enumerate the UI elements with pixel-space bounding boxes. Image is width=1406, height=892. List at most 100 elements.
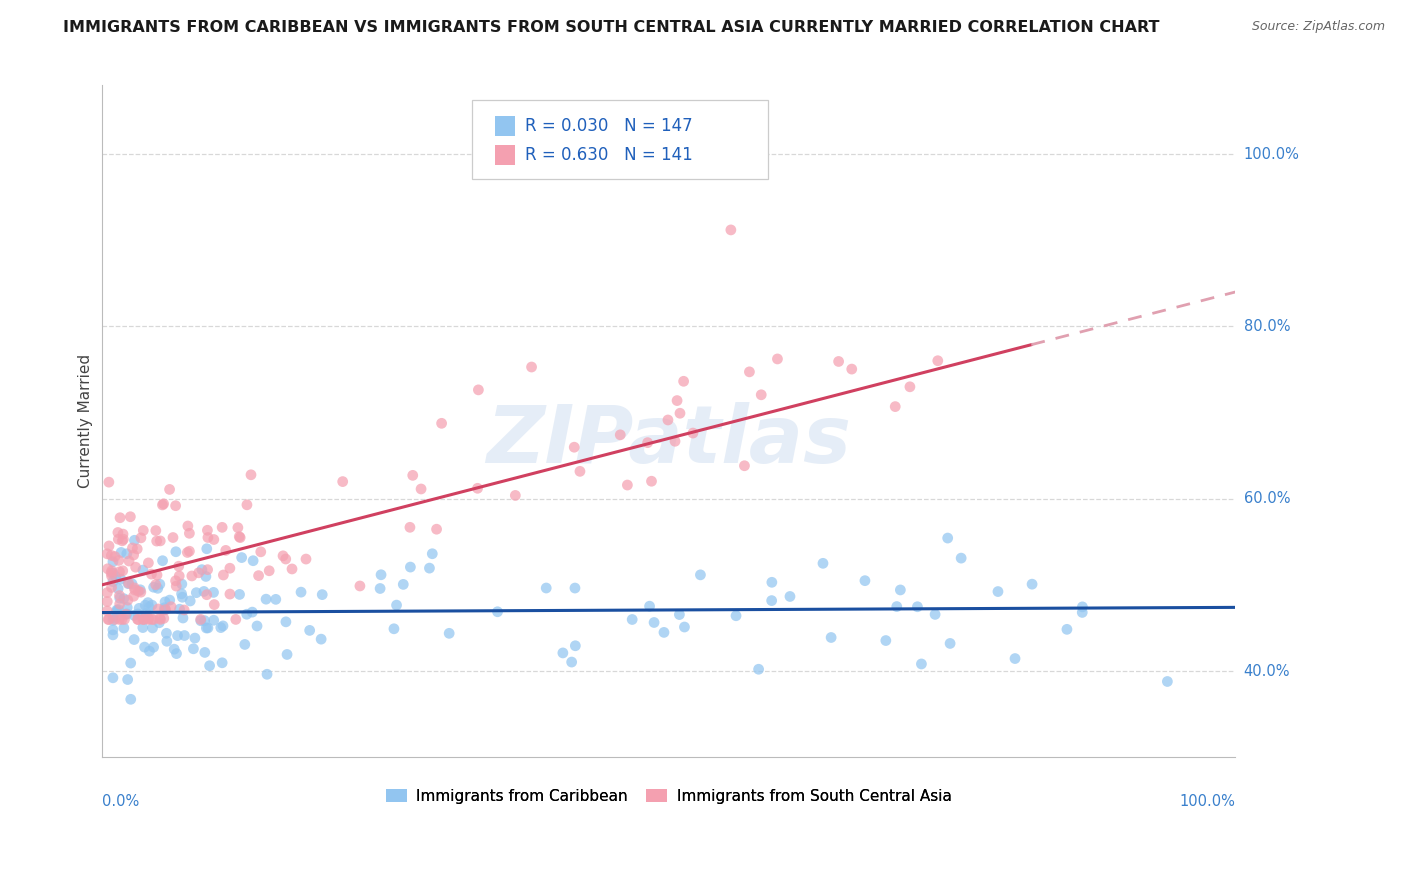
Point: [236, 498, 259, 512]
Point: [724, 608, 747, 623]
Point: [256, 667, 278, 681]
Point: [249, 545, 271, 559]
Point: [160, 599, 183, 614]
Point: [664, 434, 686, 449]
Text: 0.0%: 0.0%: [101, 794, 139, 809]
Point: [167, 569, 190, 583]
Point: [187, 566, 209, 580]
Point: [122, 632, 145, 647]
Point: [231, 550, 253, 565]
Point: [240, 605, 263, 619]
Point: [668, 607, 690, 622]
Point: [738, 365, 761, 379]
Point: [875, 633, 897, 648]
Point: [889, 582, 911, 597]
Point: [228, 530, 250, 544]
Point: [149, 533, 172, 548]
Point: [235, 607, 257, 622]
Point: [138, 612, 160, 626]
Point: [96, 604, 118, 618]
Point: [486, 605, 509, 619]
Point: [173, 628, 195, 642]
Point: [886, 599, 908, 614]
Legend: Immigrants from Caribbean, Immigrants from South Central Asia: Immigrants from Caribbean, Immigrants fr…: [380, 783, 957, 810]
Point: [153, 603, 176, 617]
Point: [987, 584, 1010, 599]
Point: [242, 554, 264, 568]
Point: [107, 582, 129, 596]
Point: [107, 553, 129, 567]
Text: 40.0%: 40.0%: [1244, 664, 1291, 679]
Point: [129, 585, 152, 599]
Point: [520, 359, 543, 374]
Point: [392, 577, 415, 591]
Point: [194, 569, 217, 583]
Point: [153, 600, 176, 615]
Point: [122, 608, 145, 623]
Point: [332, 475, 354, 489]
Point: [1156, 674, 1178, 689]
Point: [145, 534, 167, 549]
Point: [165, 545, 187, 559]
Point: [1021, 577, 1043, 591]
Point: [149, 612, 172, 626]
Point: [666, 393, 689, 408]
Point: [209, 621, 232, 635]
Point: [853, 574, 876, 588]
Point: [437, 626, 460, 640]
Point: [190, 614, 212, 628]
Point: [169, 602, 191, 616]
Point: [149, 577, 172, 591]
Point: [141, 567, 163, 582]
Point: [110, 545, 132, 559]
Point: [827, 354, 849, 368]
Point: [107, 602, 129, 616]
Point: [195, 588, 218, 602]
Point: [135, 607, 157, 621]
Point: [167, 559, 190, 574]
Point: [638, 599, 661, 614]
Point: [112, 533, 135, 547]
Point: [97, 612, 120, 626]
Point: [281, 562, 304, 576]
Point: [179, 594, 201, 608]
Point: [166, 647, 188, 661]
Point: [100, 564, 122, 578]
Point: [97, 612, 120, 626]
Point: [257, 564, 280, 578]
Point: [101, 628, 124, 642]
Point: [399, 560, 422, 574]
Point: [426, 522, 449, 536]
Point: [156, 634, 179, 648]
Point: [240, 467, 263, 482]
Point: [115, 607, 138, 621]
Point: [124, 582, 146, 597]
Text: ZIPatlas: ZIPatlas: [486, 402, 851, 481]
Point: [111, 612, 134, 626]
Point: [841, 362, 863, 376]
Point: [114, 612, 136, 626]
Point: [124, 533, 146, 548]
Point: [100, 566, 122, 580]
Point: [110, 572, 132, 586]
Point: [108, 589, 131, 603]
Point: [122, 589, 145, 603]
Point: [229, 531, 252, 545]
Point: [117, 673, 139, 687]
Point: [193, 584, 215, 599]
Point: [1071, 606, 1094, 620]
Point: [152, 497, 174, 511]
Point: [672, 374, 695, 388]
Point: [183, 641, 205, 656]
Point: [179, 544, 201, 558]
Point: [108, 591, 131, 606]
Point: [561, 655, 583, 669]
Point: [246, 619, 269, 633]
Point: [202, 613, 225, 627]
Point: [105, 605, 128, 619]
Point: [399, 520, 422, 534]
Point: [467, 383, 489, 397]
Point: [779, 590, 801, 604]
Point: [165, 574, 187, 588]
Point: [177, 519, 200, 533]
